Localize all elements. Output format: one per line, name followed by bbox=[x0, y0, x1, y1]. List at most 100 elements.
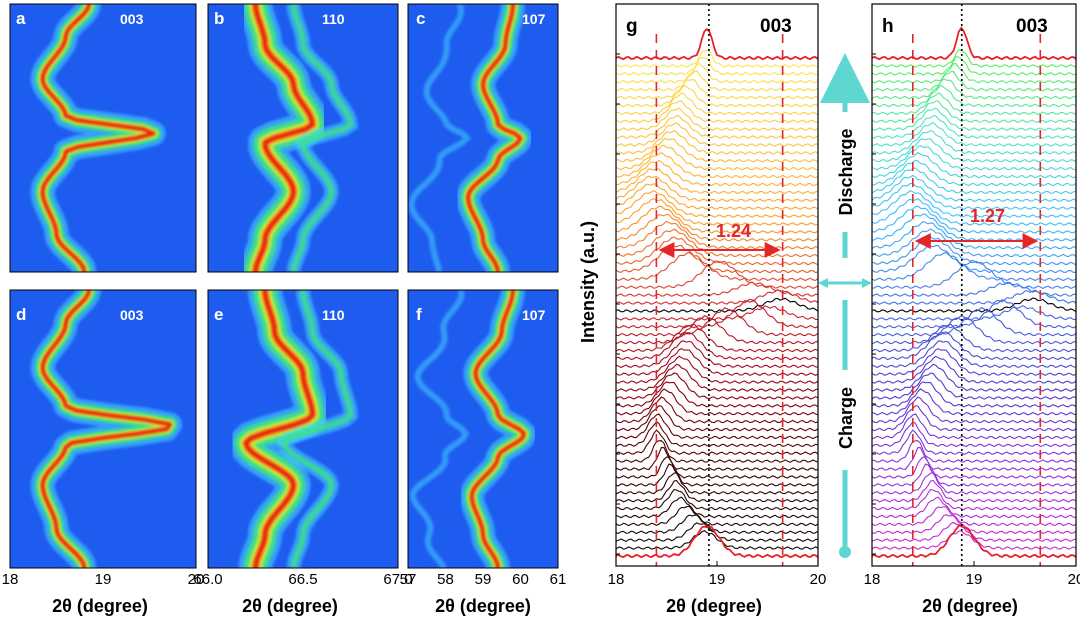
panel-h bbox=[871, 3, 1077, 567]
y-axis-label: Intensity (a.u.) bbox=[578, 221, 598, 343]
panel-g bbox=[615, 3, 819, 567]
reflection-label-f: 107 bbox=[522, 307, 546, 323]
pattern-curve-h-60 bbox=[872, 513, 1076, 535]
panel-label-g: g bbox=[626, 16, 638, 37]
pattern-curve-h-33 bbox=[872, 305, 1076, 321]
reflection-label-a: 003 bbox=[120, 11, 144, 27]
pattern-curve-h-56 bbox=[872, 480, 1076, 503]
pattern-curve-h-44 bbox=[872, 381, 1076, 408]
x-axis-label-c-f: 2θ (degree) bbox=[435, 596, 531, 616]
pattern-curve-h-25 bbox=[872, 228, 1076, 258]
intensity-band-f-4 bbox=[470, 290, 526, 568]
pattern-curve-h-59 bbox=[872, 506, 1076, 527]
reflection-label-e: 110 bbox=[322, 307, 345, 323]
pattern-curve-h-40 bbox=[872, 348, 1076, 377]
pattern-curve-g-54 bbox=[616, 463, 818, 487]
annotation-h: 1.27 bbox=[970, 206, 1005, 226]
pattern-curve-g-16 bbox=[616, 159, 818, 187]
pattern-curve-g-15 bbox=[616, 151, 818, 179]
pattern-curve-g-60 bbox=[616, 514, 818, 535]
pattern-curve-h-4 bbox=[872, 70, 1076, 92]
pattern-curve-h-57 bbox=[872, 488, 1076, 511]
pattern-curve-g-33 bbox=[616, 305, 818, 321]
pattern-curve-g-32 bbox=[616, 297, 818, 313]
panel-label-d: d bbox=[16, 305, 26, 324]
pattern-curve-g-30 bbox=[616, 281, 818, 297]
reflection-label-d: 003 bbox=[120, 307, 144, 323]
x-tick-e-2: 67.0 bbox=[383, 571, 412, 588]
x-tick-f-1: 58 bbox=[437, 571, 454, 588]
pattern-curve-g-55 bbox=[616, 472, 818, 495]
pattern-curve-g-22 bbox=[616, 205, 818, 234]
pattern-curve-h-61 bbox=[872, 521, 1076, 543]
pattern-curve-h-11 bbox=[872, 122, 1076, 147]
pattern-curve-g-2 bbox=[616, 56, 818, 76]
pattern-curve-g-34 bbox=[616, 300, 818, 329]
pattern-curve-h-49 bbox=[872, 421, 1076, 448]
pattern-curve-g-53 bbox=[616, 456, 818, 479]
x-axis-label-b-e: 2θ (degree) bbox=[242, 596, 338, 616]
reflection-label-h: 003 bbox=[1016, 16, 1048, 37]
x-tick-e-1: 66.5 bbox=[288, 571, 317, 588]
pattern-curve-g-9 bbox=[616, 107, 818, 131]
pattern-curve-h-10 bbox=[872, 115, 1076, 139]
panel-c bbox=[407, 3, 559, 273]
pattern-curve-h-45 bbox=[872, 388, 1076, 416]
panel-b bbox=[207, 3, 399, 273]
x-axis-label-a-d: 2θ (degree) bbox=[52, 596, 148, 616]
pattern-curve-g-45 bbox=[616, 388, 818, 416]
intensity-band-c-4 bbox=[466, 4, 522, 272]
pattern-curve-h-62 bbox=[872, 530, 1076, 550]
pattern-curve-g-42 bbox=[616, 363, 818, 392]
frame-f bbox=[407, 289, 559, 569]
charge-label: Charge bbox=[836, 387, 856, 449]
pattern-curve-g-37 bbox=[616, 323, 818, 353]
x-tick-f-4: 61 bbox=[550, 571, 567, 588]
pattern-curve-g-8 bbox=[616, 100, 818, 124]
pattern-curve-g-41 bbox=[616, 355, 818, 384]
pattern-curve-g-25 bbox=[616, 228, 818, 258]
panel-label-h: h bbox=[882, 16, 894, 37]
annotation-g: 1.24 bbox=[716, 221, 751, 241]
pattern-curve-g-19 bbox=[616, 183, 818, 211]
pattern-curve-h-48 bbox=[872, 413, 1076, 440]
pattern-curve-h-35 bbox=[872, 307, 1076, 337]
pattern-curve-h-16 bbox=[872, 159, 1076, 187]
reflection-label-b: 110 bbox=[322, 11, 345, 27]
pattern-curve-h-15 bbox=[872, 151, 1076, 179]
pattern-curve-h-43 bbox=[872, 372, 1076, 400]
x-tick-d-1: 19 bbox=[95, 571, 112, 588]
pattern-curve-h-9 bbox=[872, 107, 1076, 131]
pattern-curve-h-20 bbox=[872, 189, 1076, 218]
pattern-curve-h-51 bbox=[872, 440, 1076, 463]
pattern-curve-g-1 bbox=[616, 49, 818, 68]
pattern-curve-h-41 bbox=[872, 355, 1076, 384]
pattern-curve-g-46 bbox=[616, 396, 818, 424]
pattern-curve-g-14 bbox=[616, 144, 818, 171]
pattern-curve-h-38 bbox=[872, 331, 1076, 361]
pattern-curve-g-0 bbox=[616, 28, 818, 61]
panel-label-c: c bbox=[416, 9, 425, 28]
pattern-curve-h-19 bbox=[872, 182, 1076, 211]
pattern-curve-h-63 bbox=[872, 524, 1076, 559]
pattern-curve-g-4 bbox=[616, 70, 818, 92]
pattern-curve-g-50 bbox=[616, 429, 818, 456]
plot-area-h bbox=[872, 4, 1076, 566]
pattern-curve-h-22 bbox=[872, 205, 1076, 234]
pattern-curve-h-8 bbox=[872, 100, 1076, 124]
pattern-curve-g-48 bbox=[616, 413, 818, 440]
weak-reflection-c bbox=[408, 4, 472, 272]
frame-a bbox=[9, 3, 197, 273]
pattern-curve-g-47 bbox=[616, 405, 818, 432]
discharge-label: Discharge bbox=[836, 128, 856, 215]
x-tick-f-0: 57 bbox=[400, 571, 417, 588]
pattern-curve-h-55 bbox=[872, 472, 1076, 495]
pattern-curve-h-53 bbox=[872, 456, 1076, 479]
panel-label-f: f bbox=[416, 305, 422, 324]
pattern-curve-g-20 bbox=[616, 189, 818, 218]
pattern-curve-g-38 bbox=[616, 331, 818, 361]
pattern-curve-h-34 bbox=[872, 299, 1076, 329]
frame-b bbox=[207, 3, 399, 273]
panel-e bbox=[207, 289, 399, 569]
